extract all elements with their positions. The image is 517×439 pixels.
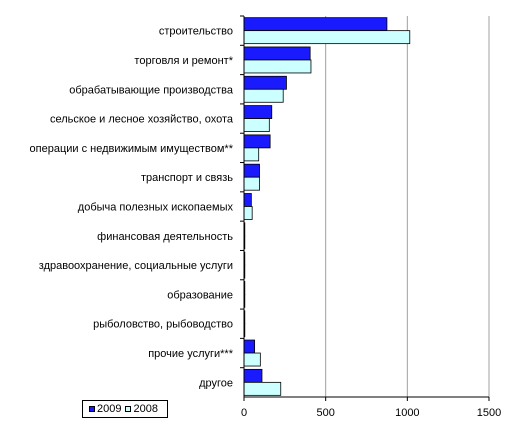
category-label: сельское и лесное хозяйство, охота: [50, 114, 234, 126]
legend-swatch-2009: [89, 406, 95, 412]
category-label: здравоохранение, социальные услуги: [39, 260, 233, 272]
x-tick-label: 1500: [477, 407, 501, 419]
category-label: рыболовство, рыбоводство: [93, 319, 233, 331]
bar-2008: [243, 88, 284, 103]
bar-2009: [243, 75, 287, 90]
category-label: финансовая деятельность: [97, 231, 233, 243]
category-label: добыча полезных ископаемых: [78, 202, 234, 214]
bar-2008: [243, 206, 253, 220]
x-tick-label: 1000: [395, 407, 419, 419]
legend: 2009 2008: [82, 400, 168, 418]
bar-2009: [243, 46, 311, 61]
category-label: строительство: [159, 26, 233, 38]
bar-2008: [243, 147, 260, 162]
category-label: операции с недвижимым имуществом**: [30, 143, 234, 155]
category-label: торговля и ремонт*: [134, 55, 233, 67]
bar-2009: [243, 105, 273, 119]
legend-label-2009: 2009: [97, 403, 122, 415]
category-label: образование: [167, 289, 233, 301]
legend-item-2008: 2008: [125, 403, 158, 415]
category-label: обрабатывающие производства: [69, 84, 234, 96]
bar-2008: [243, 381, 282, 396]
bar-2008: [243, 118, 270, 132]
bar-2009: [243, 17, 388, 32]
x-tick-label: 0: [241, 407, 247, 419]
bar-2008: [243, 59, 312, 74]
legend-swatch-2008: [125, 406, 132, 412]
bar-2009: [243, 163, 260, 178]
bar-2009: [243, 134, 271, 149]
category-label: транспорт и связь: [141, 172, 233, 184]
category-label: другое: [199, 377, 233, 389]
bar-2009: [243, 339, 256, 354]
bar-2008: [243, 176, 260, 191]
legend-item-2009: 2009: [89, 403, 121, 415]
category-label: прочие услуги***: [148, 348, 234, 360]
bar-2009: [243, 368, 263, 383]
bar-2008: [243, 30, 411, 45]
bar-2009: [243, 193, 252, 207]
bar-2008: [243, 352, 261, 367]
legend-label-2008: 2008: [133, 403, 158, 415]
x-tick-label: 500: [316, 407, 334, 419]
